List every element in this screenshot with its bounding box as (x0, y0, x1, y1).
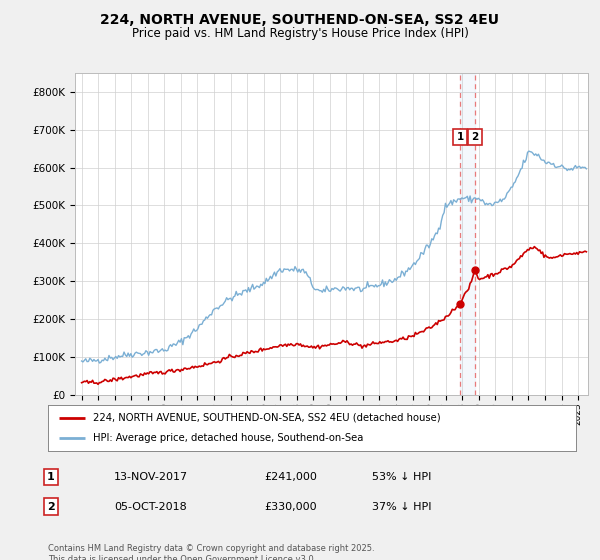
Text: 1: 1 (47, 472, 55, 482)
Text: 224, NORTH AVENUE, SOUTHEND-ON-SEA, SS2 4EU (detached house): 224, NORTH AVENUE, SOUTHEND-ON-SEA, SS2 … (93, 413, 440, 423)
Text: 53% ↓ HPI: 53% ↓ HPI (372, 472, 431, 482)
Text: HPI: Average price, detached house, Southend-on-Sea: HPI: Average price, detached house, Sout… (93, 433, 363, 443)
Bar (460, 73, 475, 395)
Text: 2: 2 (471, 132, 478, 142)
Text: 2: 2 (47, 502, 55, 512)
Text: 1: 1 (457, 132, 464, 142)
Text: 224, NORTH AVENUE, SOUTHEND-ON-SEA, SS2 4EU: 224, NORTH AVENUE, SOUTHEND-ON-SEA, SS2 … (101, 13, 499, 27)
Text: 37% ↓ HPI: 37% ↓ HPI (372, 502, 431, 512)
Text: £241,000: £241,000 (264, 472, 317, 482)
Text: 13-NOV-2017: 13-NOV-2017 (114, 472, 188, 482)
Text: 05-OCT-2018: 05-OCT-2018 (114, 502, 187, 512)
Text: Contains HM Land Registry data © Crown copyright and database right 2025.
This d: Contains HM Land Registry data © Crown c… (48, 544, 374, 560)
Text: Price paid vs. HM Land Registry's House Price Index (HPI): Price paid vs. HM Land Registry's House … (131, 27, 469, 40)
Text: £330,000: £330,000 (264, 502, 317, 512)
